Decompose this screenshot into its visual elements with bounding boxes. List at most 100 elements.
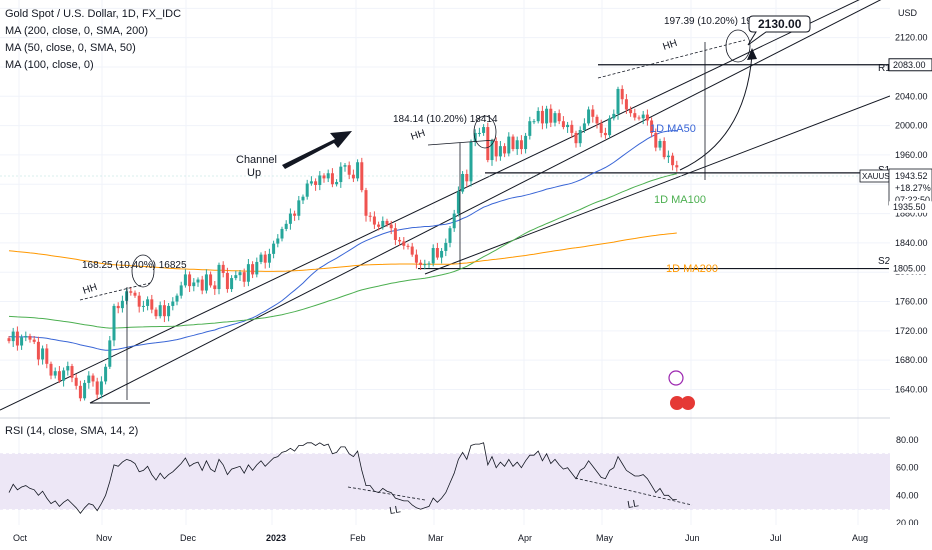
indicator-ma50[interactable]: MA (50, close, 0, SMA, 50) xyxy=(5,42,136,54)
candle xyxy=(330,173,334,185)
candle xyxy=(322,175,326,179)
rsi-band xyxy=(0,454,890,509)
candle xyxy=(507,136,511,154)
target-callout xyxy=(747,15,811,46)
candle xyxy=(276,238,280,244)
moving-averages xyxy=(8,130,677,351)
candle xyxy=(440,250,444,258)
indicator-ma200[interactable]: MA (200, close, 0, SMA, 200) xyxy=(5,25,149,37)
candle xyxy=(154,309,158,317)
candle xyxy=(87,375,91,383)
rsi-title[interactable]: RSI (14, close, SMA, 14, 2) xyxy=(5,425,139,437)
ma100-label: 1D MA100 xyxy=(654,194,706,206)
candle xyxy=(91,375,95,382)
price-tick: 1680.00 xyxy=(895,355,928,365)
candle xyxy=(658,140,662,148)
candle xyxy=(251,264,255,275)
candle xyxy=(629,109,633,114)
candle xyxy=(402,241,406,246)
candle xyxy=(284,223,288,229)
target-arrow-curve xyxy=(679,54,753,171)
candle xyxy=(305,183,309,197)
rsi-line xyxy=(8,442,677,514)
channel-upper-line xyxy=(0,0,860,411)
measure-label-3: 197.39 (10.20%) 19739 xyxy=(664,16,769,27)
candle xyxy=(200,279,204,291)
candle xyxy=(343,165,347,167)
time-tick: 2023 xyxy=(266,533,286,543)
r1-tag-border xyxy=(888,58,932,72)
candle xyxy=(385,220,389,225)
candle xyxy=(272,243,276,254)
candle xyxy=(473,132,477,142)
candle xyxy=(301,196,305,201)
candle xyxy=(267,253,271,263)
candle xyxy=(53,371,57,376)
candle xyxy=(70,366,74,378)
candle xyxy=(129,291,133,293)
candle xyxy=(599,123,603,133)
candle xyxy=(57,371,61,381)
indicator-ma100[interactable]: MA (100, close, 0) xyxy=(5,59,94,71)
time-tick: Dec xyxy=(180,533,197,543)
ma100-line xyxy=(8,173,677,329)
candle xyxy=(477,132,481,134)
candle xyxy=(503,146,507,154)
candle xyxy=(414,254,418,263)
candle xyxy=(99,381,103,395)
hh-label-2: HH xyxy=(410,128,427,143)
s2-tag-bg xyxy=(889,262,932,275)
price-tick: 1640.00 xyxy=(895,385,928,395)
candle xyxy=(28,335,32,340)
candle xyxy=(482,127,486,133)
candle xyxy=(561,121,565,128)
candle xyxy=(633,113,637,118)
r1-label: R1 xyxy=(878,63,891,74)
candle xyxy=(536,110,540,122)
measure-label-1: 168.25 (10.40%) 16825 xyxy=(82,260,187,271)
candle xyxy=(196,279,200,283)
candle xyxy=(188,274,192,287)
candle xyxy=(494,140,498,157)
candle xyxy=(498,146,502,157)
price-tick: 1760.00 xyxy=(895,297,928,307)
trendlines xyxy=(0,0,891,411)
candle xyxy=(309,181,313,184)
candle xyxy=(280,228,284,239)
target-arrow-head xyxy=(747,48,757,60)
candle xyxy=(15,331,19,346)
price-tick: 1720.00 xyxy=(895,326,928,336)
candle xyxy=(41,348,45,360)
price-axis: USD1640.001680.001720.001760.001800.0018… xyxy=(859,0,932,528)
rsi-tick: 80.00 xyxy=(896,435,919,445)
target-label: 2130.00 xyxy=(758,17,802,31)
candle xyxy=(574,132,578,144)
candle xyxy=(423,264,427,266)
candle xyxy=(620,88,624,100)
time-axis: Oct Nov Dec 2023 Feb Mar Apr May Jun Jul Aug xyxy=(0,525,932,550)
rsi-div-1 xyxy=(347,486,426,501)
candle xyxy=(427,263,431,265)
candle xyxy=(406,245,410,247)
candle xyxy=(141,305,145,307)
candle xyxy=(62,370,66,381)
measure-label-2: 184.14 (10.20%) 18414 xyxy=(393,114,498,125)
candle xyxy=(297,200,301,216)
candle xyxy=(234,275,238,279)
time-tick: Aug xyxy=(852,533,868,543)
candle xyxy=(83,382,87,399)
candle xyxy=(179,285,183,296)
candle xyxy=(419,262,423,265)
candle xyxy=(95,381,99,395)
candle xyxy=(650,120,654,133)
candle xyxy=(431,248,435,264)
price-tick: 2040.00 xyxy=(895,91,928,101)
candle xyxy=(608,118,612,136)
candle xyxy=(532,121,536,123)
circle-3 xyxy=(725,29,751,63)
channel-label-2: Up xyxy=(247,167,261,179)
candle xyxy=(662,140,666,158)
candle xyxy=(578,130,582,144)
candle xyxy=(221,264,225,273)
